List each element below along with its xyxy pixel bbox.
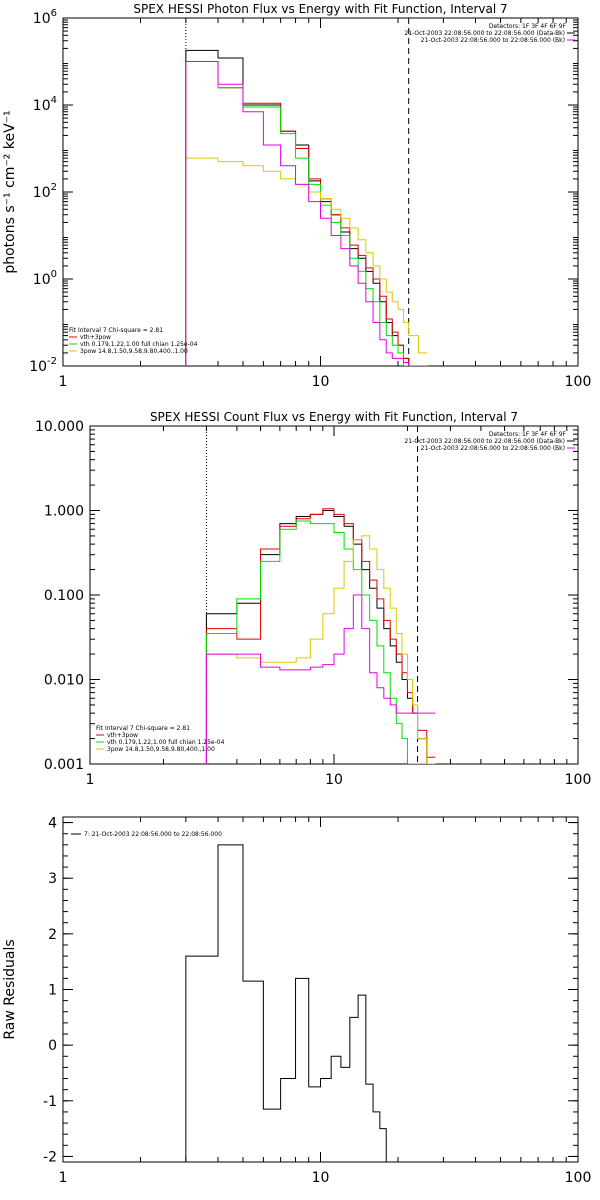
detectors-header: Detectors: 1F 3F 4F 6F 9F xyxy=(489,431,567,438)
chart-title: SPEX HESSI Photon Flux vs Energy with Fi… xyxy=(133,2,507,16)
y-tick-label: 1.000 xyxy=(44,504,84,520)
y-tick-label: 100 xyxy=(33,269,57,288)
series-magenta-line xyxy=(185,61,428,366)
x-tick-label: 10 xyxy=(312,374,330,390)
legend-item-label: vth+3pow xyxy=(80,334,111,341)
y-tick-label: -2 xyxy=(43,1149,57,1165)
chart-2: SPEX HESSI Count Flux vs Energy with Fit… xyxy=(35,410,591,788)
y-tick-label: 10.000 xyxy=(35,419,84,435)
series-yellow-line xyxy=(185,157,428,366)
y-tick-label: -1 xyxy=(43,1094,57,1110)
y-tick-label: 104 xyxy=(33,95,57,114)
y-tick-label: 0 xyxy=(48,1038,57,1054)
x-tick-label: 100 xyxy=(565,1170,592,1186)
series-black-line xyxy=(205,510,436,764)
series-magenta-line xyxy=(205,594,436,764)
series-black-line xyxy=(185,844,409,1162)
x-tick-label: 100 xyxy=(565,374,592,390)
legend-item-label: 3pow 14.8,1.50,9.58,9.80,400.,1.00 xyxy=(80,348,188,355)
legend-item-label: 21-Oct-2003 22:08:56.000 to 22:08:56.000… xyxy=(421,445,565,452)
x-tick-label: 100 xyxy=(565,772,592,788)
x-tick-label: 10 xyxy=(325,772,343,788)
legend-header: Fit Interval 7 Chi-square = 2.81 xyxy=(96,725,190,732)
y-axis-label: photons s⁻¹ cm⁻² keV⁻¹ xyxy=(2,110,18,273)
y-tick-label: 2 xyxy=(48,927,57,943)
y-tick-label: 3 xyxy=(48,871,57,887)
legend-item-label: vth 0.179,1.22,1.00 full chian 1.25e-04 xyxy=(107,739,225,746)
plot-frame xyxy=(62,816,579,1163)
x-tick-label: 10 xyxy=(312,1170,330,1186)
series-yellow-line xyxy=(205,535,436,764)
y-tick-label: 0.010 xyxy=(44,673,84,689)
series-red-line xyxy=(205,508,436,764)
legend-item-label: vth 0.179,1.22,1.00 full chian 1.25e-04 xyxy=(80,341,198,348)
y-tick-label: 106 xyxy=(33,8,57,27)
y-tick-label: 1 xyxy=(48,983,57,999)
y-tick-label: 0.001 xyxy=(44,757,84,773)
series-green-line xyxy=(205,520,436,764)
legend-item-label: 7: 21-Oct-2003 22:08:56.000 to 22:08:56.… xyxy=(84,831,222,838)
series-red-line xyxy=(185,61,428,366)
x-tick-label: 1 xyxy=(59,374,68,390)
series-green-line xyxy=(185,61,428,366)
chart-title: SPEX HESSI Count Flux vs Energy with Fit… xyxy=(150,410,518,424)
y-tick-label: 10-2 xyxy=(29,356,57,375)
legend-item-label: 3pow 14.8,1.50,9.58,9.80,400.,1.00 xyxy=(107,746,215,753)
legend-item-label: vth+3pow xyxy=(107,732,138,739)
y-tick-label: 0.100 xyxy=(44,588,84,604)
chart-3: 1 10 100 -2 -1 0 1 2 3 4 Raw Residuals 7: 21-Oct-20… xyxy=(2,816,591,1186)
legend-header: Fit Interval 7 Chi-square = 2.81 xyxy=(69,327,163,334)
y-tick-label: 102 xyxy=(33,182,57,201)
legend-item-label: 21-Oct-2003 22:08:56.000 to 22:08:56.000… xyxy=(421,37,565,44)
y-tick-label: 4 xyxy=(48,816,57,832)
x-tick-label: 1 xyxy=(59,1170,68,1186)
detectors-header: Detectors: 1F 3F 4F 6F 9F xyxy=(489,23,567,30)
x-tick-label: 1 xyxy=(86,772,95,788)
legend-item-label: 21-Oct-2003 22:08:56.000 to 22:08:56.000… xyxy=(404,438,565,445)
chart-1: SPEX HESSI Photon Flux vs Energy with Fi… xyxy=(2,2,591,390)
y-axis-label: Raw Residuals xyxy=(2,939,18,1039)
legend-item-label: 21-Oct-2003 22:08:56.000 to 22:08:56.000… xyxy=(404,30,565,37)
